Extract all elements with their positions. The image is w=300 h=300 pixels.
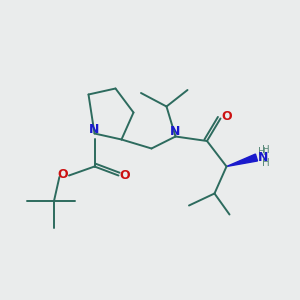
Text: H: H (258, 147, 266, 157)
Text: H: H (262, 158, 269, 168)
Polygon shape (226, 154, 257, 167)
Text: O: O (57, 168, 68, 181)
Text: O: O (222, 110, 232, 123)
Text: H: H (262, 145, 269, 155)
Text: O: O (120, 169, 130, 182)
Text: N: N (170, 125, 180, 139)
Text: N: N (89, 123, 100, 136)
Text: N: N (258, 151, 268, 164)
